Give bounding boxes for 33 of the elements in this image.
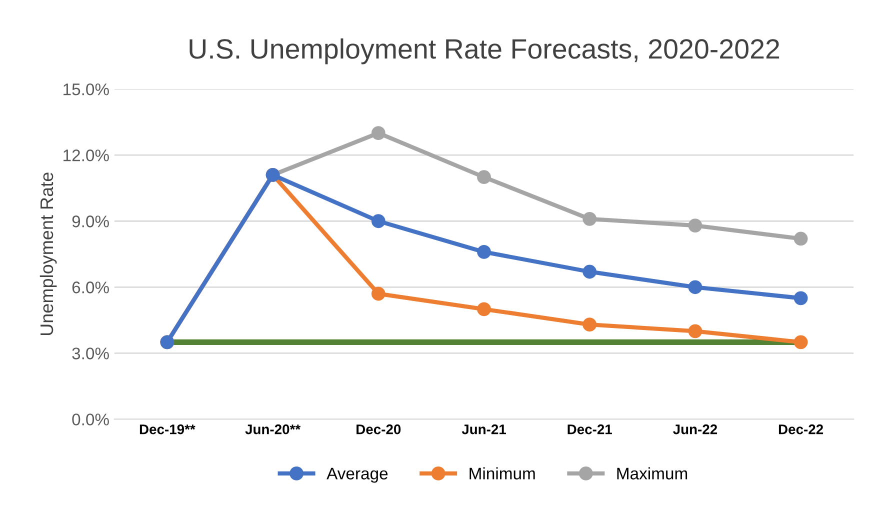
point bbox=[477, 170, 491, 184]
legend-label: Minimum bbox=[470, 467, 535, 480]
y-axis-title: Unemployment Rate bbox=[40, 172, 57, 336]
x-tick-label: Jun-21 bbox=[462, 424, 506, 434]
y-tick-label: 15.0% bbox=[64, 83, 109, 96]
point bbox=[688, 280, 702, 294]
point bbox=[794, 291, 808, 306]
x-tick-label: Dec-20 bbox=[356, 424, 401, 434]
y-tick-label: 6.0% bbox=[72, 282, 109, 294]
x-tick-label: Dec-19** bbox=[140, 424, 196, 434]
point bbox=[582, 212, 597, 226]
legend-label: Maximum bbox=[617, 467, 688, 480]
x-tick-label: Jun-20** bbox=[245, 424, 301, 434]
point bbox=[371, 214, 386, 228]
x-tick-label: Dec-21 bbox=[568, 424, 612, 434]
point bbox=[688, 218, 702, 232]
point bbox=[688, 324, 702, 338]
y-tick-label: 0.0% bbox=[72, 414, 109, 426]
x-tick-label: Dec-22 bbox=[778, 424, 824, 434]
point bbox=[371, 126, 386, 140]
point bbox=[477, 244, 491, 259]
point bbox=[794, 335, 808, 350]
y-tick-label: 9.0% bbox=[72, 216, 109, 228]
point bbox=[582, 318, 597, 332]
x-tick-label: Jun-22 bbox=[673, 424, 718, 434]
point bbox=[477, 302, 491, 316]
legend-label: Average bbox=[326, 468, 388, 483]
point bbox=[582, 264, 597, 279]
y-tick-label: 3.0% bbox=[72, 348, 109, 360]
y-tick-label: 12.0% bbox=[64, 150, 109, 162]
point bbox=[371, 286, 386, 301]
chart-title: U.S. Unemployment Rate Forecasts, 2020-2022 bbox=[190, 38, 780, 64]
point bbox=[794, 232, 808, 246]
